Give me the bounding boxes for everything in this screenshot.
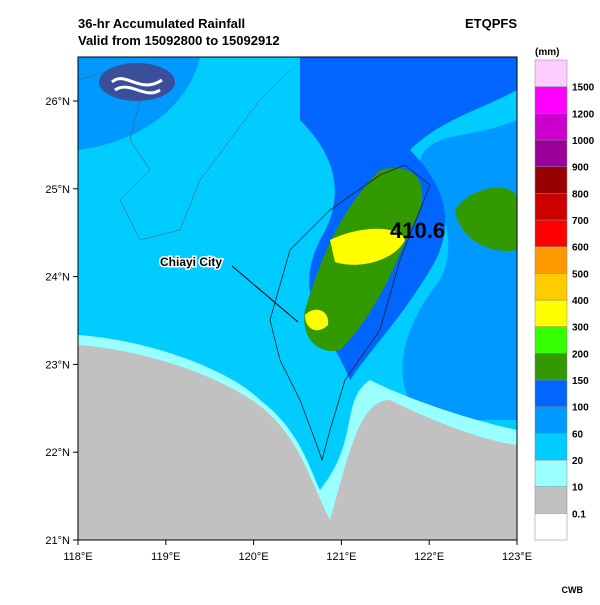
max-value: 410.6 [390,218,445,243]
footer: CWB [562,585,584,595]
field-300 [305,228,405,331]
legend-swatch [534,379,568,407]
legend-label: 1500 [572,83,595,94]
y-tick-label: 25°N [45,184,70,196]
legend-label: 600 [572,243,589,254]
legend-swatch [534,59,568,87]
x-tick-label: 118°E [63,551,92,563]
legend-swatch [534,246,568,274]
logo-mark [110,77,163,95]
map-frame [77,56,518,541]
field-10 [78,345,517,540]
legend-label: 1000 [572,136,595,147]
y-tick-label: 21°N [45,535,70,547]
legend-label: 200 [572,349,589,360]
legend-swatch [534,193,568,221]
x-tick-label: 119°E [151,551,180,563]
legend-swatch [534,513,568,541]
legend-swatch [534,166,568,194]
x-tick-label: 120°E [239,551,269,563]
title: 36-hr Accumulated Rainfall [78,16,245,31]
legend-swatch [534,219,568,247]
annotation-leader [231,265,299,323]
city-label: Chiayi City [160,255,222,269]
legend-label: 500 [572,269,589,280]
x-tick-label: 123°E [502,551,532,563]
legend-label: 150 [572,376,589,387]
y-tick-label: 24°N [45,272,70,284]
legend-swatch [534,459,568,487]
subtitle: Valid from 15092800 to 15092912 [78,33,280,48]
legend-swatch [534,486,568,514]
legend-label: 20 [572,456,584,467]
field-100 [78,57,517,420]
y-tick-label: 26°N [45,96,70,108]
legend: 0.1 10 20 60 100 150 200 300 400 500 600 700 800 900 1… [534,59,595,541]
product: ETQPFS [465,16,517,31]
legend-swatch [534,273,568,301]
legend-label: 800 [572,189,589,200]
legend-label: 10 [572,483,584,494]
legend-label: 300 [572,323,589,334]
map-field [78,57,517,540]
legend-swatch [534,353,568,381]
x-tick-label: 121°E [326,551,356,563]
legend-swatch [534,86,568,114]
legend-label: 0.1 [572,509,586,520]
y-tick-label: 22°N [45,447,70,459]
legend-label: 700 [572,216,589,227]
legend-label: 400 [572,296,589,307]
legend-label: 1200 [572,109,595,120]
legend-label: 60 [572,429,584,440]
taiwan-outline [269,164,431,462]
legend-label: 100 [572,403,589,414]
legend-swatch [534,139,568,167]
legend-unit: (mm) [535,47,559,58]
x-tick-label: 122°E [414,551,444,563]
y-tick-label: 23°N [45,359,70,371]
legend-swatch [534,326,568,354]
legend-swatch [534,113,568,141]
legend-label: 900 [572,163,589,174]
legend-swatch [534,299,568,327]
legend-swatch [534,433,568,461]
field-200-east [455,187,517,251]
legend-swatch [534,406,568,434]
